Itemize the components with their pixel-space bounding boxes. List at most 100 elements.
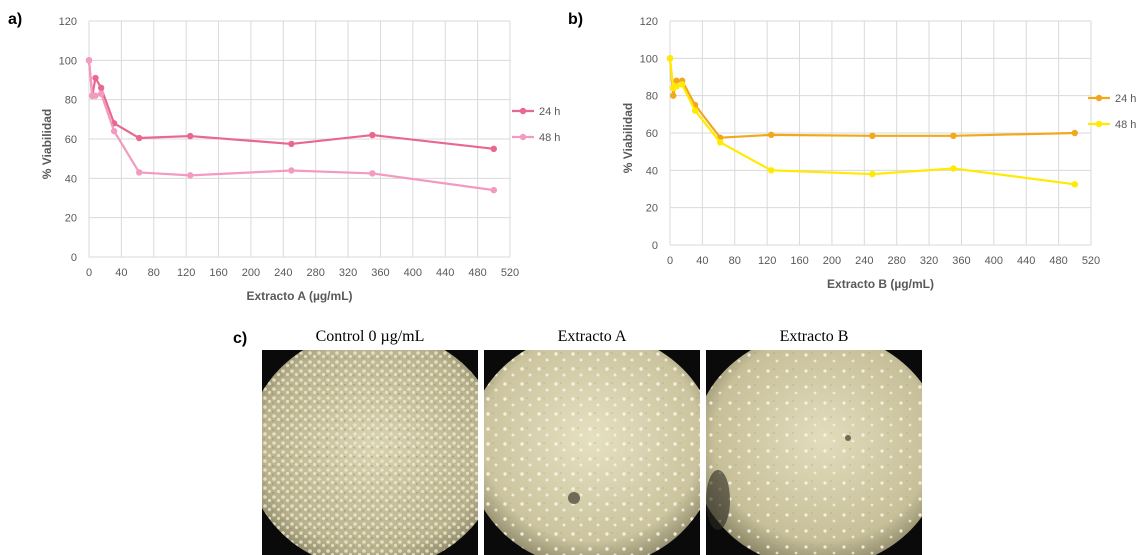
data-point	[950, 132, 957, 139]
micrograph-control	[262, 350, 478, 555]
data-point	[1071, 181, 1079, 188]
micrograph-extracto-a	[484, 350, 700, 555]
legend-label: 24 h	[539, 106, 560, 118]
data-point	[187, 132, 194, 140]
data-point	[85, 57, 93, 64]
data-point	[673, 83, 680, 90]
x-tick-label: 440	[1017, 255, 1035, 267]
chart-a: 0 40 80 120 160 200 240 280 320 360 400 440 480 520 0 2…	[40, 16, 560, 303]
y-tick-label: 20	[65, 213, 77, 225]
legend-marker	[1095, 120, 1103, 128]
micrograph-title-control: Control 0 µg/mL	[315, 328, 425, 345]
data-point	[869, 170, 876, 178]
y-tick-label: 80	[646, 91, 658, 103]
data-point	[135, 134, 143, 142]
data-point	[490, 145, 498, 153]
y-tick-label: 80	[65, 95, 77, 107]
series-line-48h	[668, 58, 1075, 186]
panel-label-c: c)	[233, 330, 248, 347]
x-tick-label: 120	[758, 255, 776, 267]
data-point	[369, 131, 376, 139]
x-tick-label: 520	[1082, 255, 1100, 267]
x-axis-title: Extracto A (µg/mL)	[246, 289, 352, 303]
legend-marker	[519, 107, 527, 115]
x-tick-label: 280	[307, 267, 325, 279]
y-tick-label: 0	[71, 252, 77, 264]
y-tick-label: 60	[65, 134, 77, 146]
data-point	[97, 90, 105, 97]
x-tick-label: 200	[242, 267, 260, 279]
legend-label: 48 h	[539, 132, 560, 144]
series-line-24h	[668, 58, 1075, 139]
y-tick-label: 100	[59, 55, 77, 67]
data-point	[288, 167, 295, 174]
data-point	[869, 132, 876, 139]
data-point	[288, 140, 295, 148]
micrograph-extracto-a-image	[484, 350, 700, 555]
data-point	[369, 170, 376, 177]
data-point	[670, 92, 677, 99]
x-axis-title: Extracto B (µg/mL)	[827, 277, 934, 291]
y-tick-label: 120	[59, 16, 77, 28]
x-tick-label: 400	[985, 255, 1003, 267]
y-tick-label: 60	[646, 128, 658, 140]
legend-marker	[1095, 94, 1103, 102]
y-axis-title: % Viabilidad	[40, 109, 54, 179]
y-tick-label: 40	[646, 165, 658, 177]
y-tick-label: 40	[65, 173, 77, 185]
chart-b: 0 40 80 120 160 200 240 280 320 360 400 440 480 520 0 2…	[621, 16, 1136, 291]
y-axis-title: % Viabilidad	[621, 103, 635, 173]
x-tick-label: 280	[888, 255, 906, 267]
data-point	[187, 172, 194, 179]
legend-marker	[519, 133, 527, 141]
x-tick-label: 520	[501, 267, 519, 279]
x-tick-label: 120	[177, 267, 195, 279]
micrograph-control-image	[262, 350, 478, 555]
y-tick-label: 120	[640, 16, 658, 28]
data-point	[673, 77, 680, 84]
series-line-24h	[87, 60, 494, 150]
data-point	[135, 169, 143, 176]
data-point	[97, 84, 105, 92]
data-point	[490, 186, 498, 194]
micrograph-extracto-b	[706, 350, 922, 555]
x-tick-label: 0	[86, 267, 92, 279]
y-tick-label: 100	[640, 53, 658, 65]
data-point	[950, 165, 957, 172]
panel-label-a: a)	[8, 11, 23, 28]
x-tick-label: 40	[696, 255, 708, 267]
x-tick-label: 360	[371, 267, 389, 279]
x-tick-label: 360	[952, 255, 970, 267]
legend-label: 24 h	[1115, 93, 1136, 105]
micrograph-title-extracto-b: Extracto B	[779, 328, 849, 345]
micrograph-extracto-b-image	[706, 350, 922, 555]
x-tick-label: 0	[667, 255, 673, 267]
y-tick-label: 20	[646, 203, 658, 215]
data-point	[666, 55, 674, 62]
x-tick-label: 160	[209, 267, 227, 279]
data-point	[768, 131, 775, 139]
data-point	[678, 81, 686, 88]
y-tick-label: 0	[652, 240, 658, 252]
data-point	[92, 92, 99, 99]
panel-label-b: b)	[568, 11, 584, 28]
x-tick-label: 320	[920, 255, 938, 267]
micrograph-title-extracto-a: Extracto A	[557, 328, 627, 345]
x-tick-label: 80	[148, 267, 160, 279]
x-tick-label: 240	[274, 267, 292, 279]
x-tick-label: 480	[468, 267, 486, 279]
x-tick-label: 80	[729, 255, 741, 267]
x-tick-label: 200	[823, 255, 841, 267]
x-tick-label: 440	[436, 267, 454, 279]
data-point	[768, 167, 775, 174]
data-point	[1071, 129, 1079, 137]
data-point	[716, 139, 724, 146]
data-point	[110, 127, 118, 135]
x-tick-label: 40	[115, 267, 127, 279]
x-tick-label: 320	[339, 267, 357, 279]
x-tick-label: 240	[855, 255, 873, 267]
data-point	[92, 74, 99, 82]
legend-label: 48 h	[1115, 119, 1136, 131]
x-tick-label: 160	[790, 255, 808, 267]
data-point	[691, 107, 699, 114]
